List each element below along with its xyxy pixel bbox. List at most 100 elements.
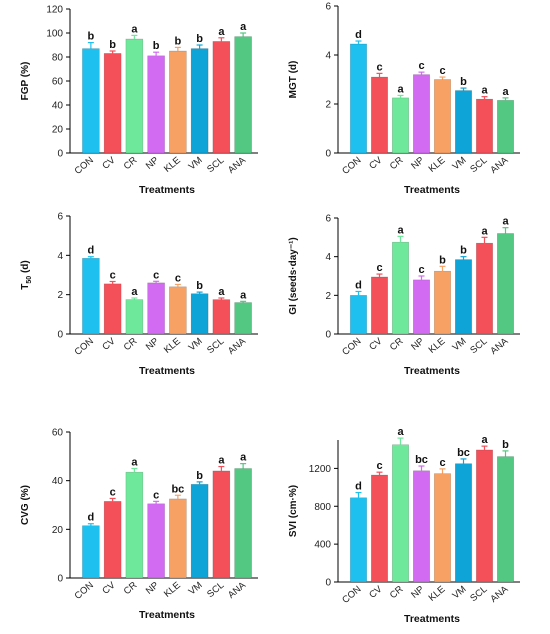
y-tick-label: 6 bbox=[325, 214, 331, 225]
bar-np bbox=[413, 470, 430, 583]
category-label: VM bbox=[187, 155, 205, 173]
significance-letter: b bbox=[502, 439, 509, 451]
category-label: ANA bbox=[488, 583, 511, 604]
x-axis-label: Treatments bbox=[139, 184, 195, 196]
bar-con bbox=[350, 43, 367, 154]
bar-vm bbox=[190, 484, 209, 579]
category-label: CR bbox=[388, 155, 406, 172]
chart-panel-2: 0 2 4 6 MGT (d) d CON c CV a CR c NP c KLE b VM a SCL a ANA T… bbox=[288, 2, 520, 196]
bar-con bbox=[350, 497, 367, 583]
significance-letter: a bbox=[502, 216, 509, 228]
chart-panel-5: 0 20 40 60 CVG (%) d CON c CV a CR c NP bc KLE b VM a SCL a… bbox=[20, 428, 258, 621]
category-label: KLE bbox=[162, 580, 183, 600]
category-label: VM bbox=[450, 155, 468, 173]
significance-letter: a bbox=[131, 286, 138, 298]
significance-letter: b bbox=[88, 31, 95, 43]
significance-letter: b bbox=[439, 254, 446, 266]
category-label: CV bbox=[100, 579, 118, 596]
y-tick-label: 80 bbox=[52, 53, 64, 64]
significance-letter: b bbox=[196, 470, 203, 482]
bar-scl bbox=[476, 242, 493, 335]
y-axis-label: SVI (cm·%) bbox=[288, 485, 299, 537]
y-axis-label: T50 (d) bbox=[20, 260, 33, 289]
category-label: ANA bbox=[488, 335, 511, 356]
significance-letter: c bbox=[439, 457, 445, 469]
significance-letter: c bbox=[439, 65, 445, 77]
y-tick-label: 400 bbox=[314, 540, 331, 551]
significance-letter: a bbox=[481, 225, 488, 237]
chart-panel-6: 0 400 800 1200 SVI (cm·%) d CON c CV a CR bc NP c KLE b… bbox=[288, 426, 520, 625]
significance-letter: b bbox=[153, 40, 160, 52]
y-axis-label: MGT (d) bbox=[288, 61, 299, 99]
y-tick-label: 60 bbox=[52, 428, 64, 439]
significance-letter: a bbox=[131, 457, 138, 469]
significance-letter: b bbox=[460, 76, 467, 88]
significance-letter: d bbox=[88, 512, 95, 524]
category-label: CON bbox=[73, 155, 96, 177]
category-label: CR bbox=[388, 584, 406, 601]
significance-letter: a bbox=[397, 83, 404, 95]
bar-vm bbox=[190, 48, 209, 154]
significance-letter: b bbox=[460, 245, 467, 257]
significance-letter: bc bbox=[171, 483, 184, 495]
bar-kle bbox=[169, 50, 187, 154]
category-label: CV bbox=[367, 154, 385, 171]
category-label: KLE bbox=[162, 155, 183, 175]
significance-letter: c bbox=[153, 269, 159, 281]
significance-letter: a bbox=[240, 289, 247, 301]
category-label: SCL bbox=[468, 155, 489, 175]
bar-vm bbox=[190, 293, 209, 335]
category-label: KLE bbox=[427, 584, 448, 604]
significance-letter: b bbox=[196, 280, 203, 292]
category-label: CR bbox=[388, 336, 406, 353]
category-label: VM bbox=[450, 336, 468, 354]
bar-kle bbox=[169, 286, 187, 335]
significance-letter: d bbox=[355, 279, 362, 291]
category-label: CON bbox=[73, 580, 96, 602]
y-tick-label: 120 bbox=[46, 5, 63, 16]
bar-np bbox=[147, 55, 165, 154]
bar-np bbox=[147, 503, 165, 579]
category-label: CR bbox=[122, 155, 140, 172]
category-label: SCL bbox=[468, 336, 489, 356]
category-label: CV bbox=[100, 154, 118, 171]
y-tick-label: 0 bbox=[57, 330, 63, 341]
bar-con bbox=[82, 258, 100, 335]
y-tick-label: 6 bbox=[57, 212, 63, 223]
bar-cr bbox=[125, 299, 144, 335]
bar-np bbox=[147, 282, 165, 335]
significance-letter: b bbox=[175, 35, 182, 47]
y-tick-label: 100 bbox=[46, 29, 63, 40]
bar-con bbox=[82, 48, 100, 154]
y-tick-label: 4 bbox=[325, 51, 331, 62]
significance-letter: a bbox=[240, 452, 247, 464]
bar-kle bbox=[169, 498, 187, 579]
category-label: NP bbox=[144, 336, 161, 353]
category-label: KLE bbox=[162, 336, 183, 356]
bar-np bbox=[413, 74, 430, 154]
significance-letter: a bbox=[397, 426, 404, 438]
category-label: SCL bbox=[205, 155, 226, 175]
bar-kle bbox=[434, 270, 451, 335]
category-label: CV bbox=[367, 335, 385, 352]
significance-letter: bc bbox=[415, 454, 428, 466]
bar-np bbox=[413, 279, 430, 335]
significance-letter: d bbox=[355, 29, 362, 41]
bar-vm bbox=[455, 259, 472, 335]
bar-cv bbox=[103, 501, 122, 579]
bar-cv bbox=[103, 53, 122, 154]
category-label: NP bbox=[409, 155, 426, 172]
category-label: SCL bbox=[205, 336, 226, 356]
x-axis-label: Treatments bbox=[404, 184, 460, 196]
significance-letter: c bbox=[418, 60, 424, 72]
significance-letter: bc bbox=[457, 447, 470, 459]
significance-letter: a bbox=[502, 86, 509, 98]
significance-letter: b bbox=[109, 39, 116, 51]
bar-cv bbox=[371, 474, 388, 583]
bar-ana bbox=[234, 302, 252, 335]
significance-letter: d bbox=[88, 245, 95, 257]
significance-letter: c bbox=[110, 486, 116, 498]
category-label: ANA bbox=[226, 579, 249, 600]
significance-letter: a bbox=[218, 286, 225, 298]
